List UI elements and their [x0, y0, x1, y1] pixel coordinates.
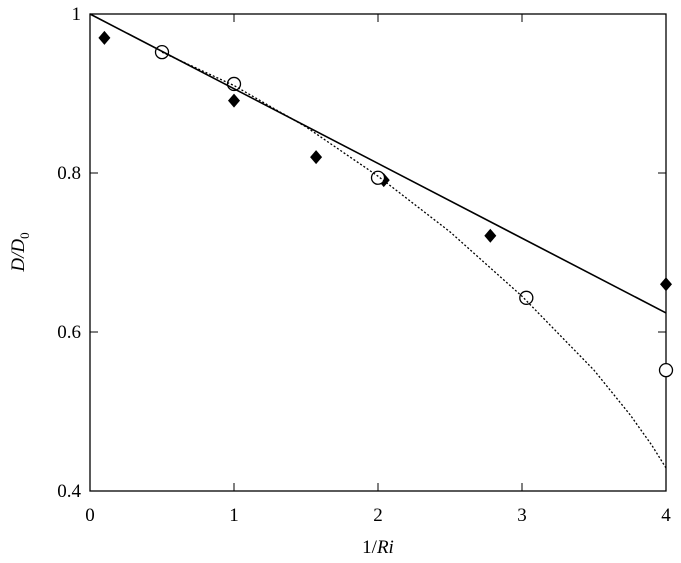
y-tick-label: 0.8: [57, 163, 81, 184]
y-tick-label: 1: [72, 4, 82, 25]
y-axis-label: D/D0: [8, 232, 32, 272]
y-label-part: D/D: [8, 239, 29, 273]
circle-marker: [519, 290, 534, 305]
line: [161, 51, 667, 469]
circle-marker: [370, 170, 386, 185]
y-tick-label: 0.6: [57, 322, 81, 343]
diamond-marker: [484, 228, 497, 243]
x-axis-label: 1/Ri: [362, 537, 394, 558]
line: [89, 13, 667, 314]
diamond-marker: [660, 277, 672, 292]
diamond-marker: [98, 30, 111, 45]
x-tick-label: 2: [373, 505, 383, 526]
x-tick-label: 4: [661, 505, 671, 526]
x-tick-label: 3: [517, 505, 527, 526]
x-tick-label: 1: [229, 505, 239, 526]
x-tick-label: 0: [85, 505, 95, 526]
x-label-part: Ri: [376, 537, 394, 558]
y-label-part: 0: [17, 232, 32, 239]
x-label-part: 1/: [362, 537, 378, 558]
y-tick-label: 0.4: [57, 481, 81, 502]
diamond-marker: [310, 150, 323, 165]
plot-frame: [89, 13, 667, 492]
diamond-marker: [228, 93, 240, 108]
circle-marker: [658, 363, 674, 378]
